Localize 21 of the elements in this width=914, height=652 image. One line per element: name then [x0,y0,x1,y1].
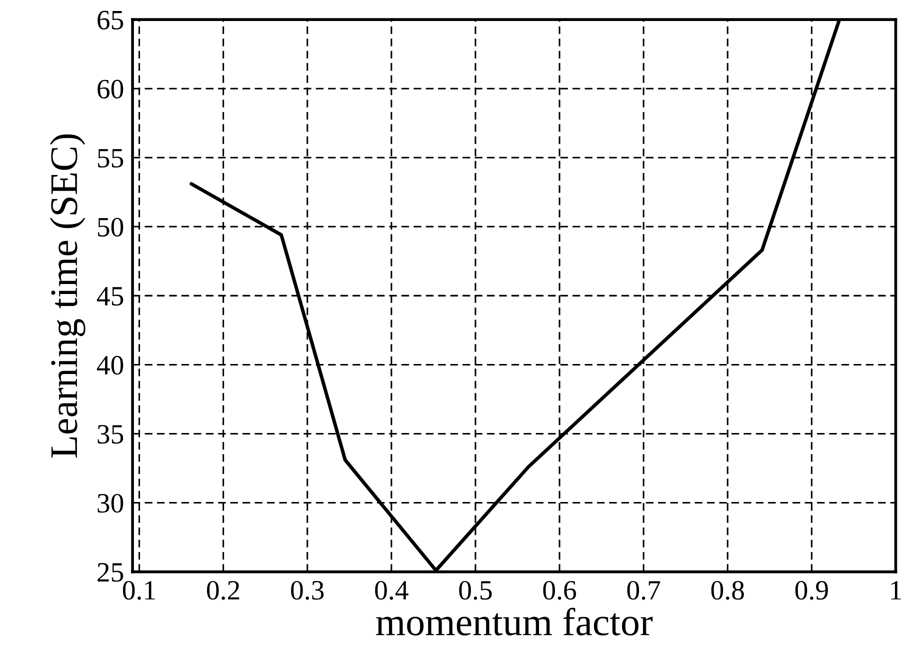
x-tick-label: 1 [891,581,901,600]
y-tick-label: 25 [98,563,124,582]
x-tick-label: 0.5 [459,580,492,600]
y-tick-label: 35 [98,424,124,444]
x-tick-label: 0.8 [711,580,744,600]
y-tick-label: 50 [98,218,124,237]
x-tick-label: 0.6 [543,580,576,600]
y-tick-label: 45 [96,287,124,306]
x-tick-label: 0.3 [291,580,324,600]
y-tick-label: 65 [98,10,124,30]
x-tick-label: 0.1 [122,580,155,600]
x-axis-title: momentum factor [376,608,653,636]
x-tick-label: 0.7 [627,580,660,600]
y-tick-label: 55 [98,149,124,168]
y-tick-label: 30 [98,494,124,513]
y-tick-label: 60 [98,80,124,98]
x-tick-label: 0.4 [375,580,408,600]
x-tick-label: 0.2 [207,580,240,600]
y-tick-label: 40 [96,356,124,375]
x-tick-label: 0.9 [795,580,828,600]
y-axis-title: Learning time (SEC) [50,134,86,458]
